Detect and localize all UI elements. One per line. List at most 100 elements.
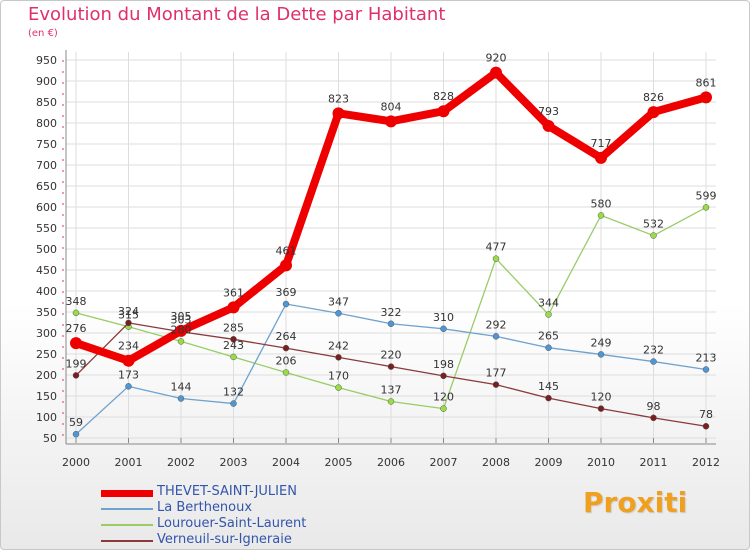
data-point-verneuil-sur-igneraie xyxy=(230,336,237,343)
legend-label-berthenoux: La Berthenoux xyxy=(157,500,253,515)
data-point-thevet-saint-julien xyxy=(385,115,397,128)
line-chart: 50 100 150 200 250 300 350 400 450 500 550 600 650 70… xyxy=(36,50,720,469)
legend-item-thevet[interactable]: THEVET-SAINT-JULIEN xyxy=(101,484,421,501)
data-label-la-berthenoux: 173 xyxy=(118,368,139,381)
data-label-la-berthenoux: 144 xyxy=(171,381,192,394)
data-point-la-berthenoux xyxy=(72,430,80,438)
legend-item-berthenoux[interactable]: La Berthenoux xyxy=(101,500,421,517)
data-point-verneuil-sur-igneraie xyxy=(597,405,605,412)
legend-label-verneuil: Verneuil-sur-Igneraie xyxy=(157,532,292,547)
data-point-verneuil-sur-igneraie xyxy=(387,363,395,370)
data-point-thevet-saint-julien xyxy=(122,354,135,367)
y-tick-label: 900 xyxy=(36,75,57,88)
data-label-lourouer-saint-laurent: 315 xyxy=(118,309,139,322)
data-label-la-berthenoux: 322 xyxy=(381,306,402,319)
data-point-la-berthenoux xyxy=(492,333,500,340)
data-label-verneuil-sur-igneraie: 78 xyxy=(699,408,713,421)
y-tick-label: 250 xyxy=(36,348,57,361)
data-point-lourouer-saint-laurent xyxy=(387,398,395,405)
data-label-lourouer-saint-laurent: 580 xyxy=(591,197,612,210)
data-label-thevet-saint-julien: 826 xyxy=(643,91,664,104)
data-point-thevet-saint-julien xyxy=(490,66,502,79)
data-point-la-berthenoux xyxy=(597,351,605,358)
data-label-la-berthenoux: 347 xyxy=(328,295,349,308)
data-point-la-berthenoux xyxy=(335,310,342,317)
data-label-lourouer-saint-laurent: 599 xyxy=(696,189,717,202)
data-label-verneuil-sur-igneraie: 120 xyxy=(591,391,612,404)
data-label-thevet-saint-julien: 861 xyxy=(696,76,717,89)
data-label-verneuil-sur-igneraie: 242 xyxy=(328,339,349,352)
x-tick-label: 2011 xyxy=(640,456,668,469)
data-point-thevet-saint-julien xyxy=(595,151,607,164)
data-point-lourouer-saint-laurent xyxy=(440,405,447,412)
chart-title: Evolution du Montant de la Dette par Hab… xyxy=(28,4,446,25)
data-label-la-berthenoux: 213 xyxy=(696,352,717,365)
data-point-la-berthenoux xyxy=(125,383,132,390)
x-tick-label: 2002 xyxy=(167,456,195,469)
data-point-lourouer-saint-laurent xyxy=(282,369,290,376)
data-label-verneuil-sur-igneraie: 264 xyxy=(276,330,297,343)
data-point-la-berthenoux xyxy=(650,358,657,365)
data-label-thevet-saint-julien: 361 xyxy=(223,286,244,299)
data-point-verneuil-sur-igneraie xyxy=(492,381,500,388)
data-label-verneuil-sur-igneraie: 303 xyxy=(171,314,192,327)
data-point-verneuil-sur-igneraie xyxy=(440,372,447,380)
x-tick-label: 2008 xyxy=(482,456,510,469)
data-point-lourouer-saint-laurent xyxy=(492,255,500,262)
data-point-la-berthenoux xyxy=(545,344,552,351)
data-label-la-berthenoux: 59 xyxy=(69,416,83,429)
data-label-verneuil-sur-igneraie: 98 xyxy=(647,400,661,413)
x-tick-label: 2001 xyxy=(115,456,143,469)
legend-swatch-berthenoux xyxy=(101,508,153,510)
data-labels: 348 315 280 243 206 170 137 120 477 344 580 532 599 5… xyxy=(66,52,717,430)
data-point-verneuil-sur-igneraie xyxy=(650,414,657,422)
data-label-verneuil-sur-igneraie: 177 xyxy=(486,367,507,380)
y-tick-label: 300 xyxy=(36,327,57,340)
data-label-verneuil-sur-igneraie: 198 xyxy=(433,358,454,371)
legend-item-lourouer[interactable]: Lourouer-Saint-Laurent xyxy=(101,516,421,533)
chart-subtitle: (en €) xyxy=(28,28,58,39)
data-label-lourouer-saint-laurent: 170 xyxy=(328,370,349,383)
y-tick-label: 200 xyxy=(36,369,57,382)
data-point-verneuil-sur-igneraie xyxy=(335,354,342,361)
x-tick-label: 2000 xyxy=(62,456,90,469)
data-label-lourouer-saint-laurent: 348 xyxy=(66,295,87,308)
y-tick-label: 150 xyxy=(36,390,57,403)
axes: 50 100 150 200 250 300 350 400 450 500 550 600 650 70… xyxy=(36,50,720,469)
data-point-la-berthenoux xyxy=(177,395,185,402)
x-tick-label: 2006 xyxy=(377,456,405,469)
x-tick-label: 2012 xyxy=(692,456,720,469)
data-label-lourouer-saint-laurent: 120 xyxy=(433,391,454,404)
data-point-lourouer-saint-laurent xyxy=(702,204,710,211)
legend-swatch-thevet xyxy=(101,490,153,497)
y-tick-label: 750 xyxy=(36,138,57,151)
data-label-thevet-saint-julien: 804 xyxy=(381,100,402,113)
y-tick-label: 800 xyxy=(36,117,57,130)
x-tick-label: 2004 xyxy=(272,456,300,469)
data-point-thevet-saint-julien xyxy=(542,119,555,132)
data-point-thevet-saint-julien xyxy=(700,91,712,104)
y-tick-label: 100 xyxy=(36,411,57,424)
data-label-thevet-saint-julien: 920 xyxy=(486,52,507,65)
proxiti-logo: Proxiti xyxy=(583,486,688,519)
data-point-verneuil-sur-igneraie xyxy=(72,372,80,379)
data-label-la-berthenoux: 249 xyxy=(591,336,612,349)
data-point-lourouer-saint-laurent xyxy=(545,311,552,318)
data-label-la-berthenoux: 132 xyxy=(223,386,244,399)
data-label-la-berthenoux: 369 xyxy=(276,286,297,299)
data-label-thevet-saint-julien: 828 xyxy=(433,90,454,103)
x-tick-label: 2005 xyxy=(325,456,353,469)
data-point-thevet-saint-julien xyxy=(332,107,345,120)
data-point-verneuil-sur-igneraie xyxy=(282,344,290,352)
legend-item-verneuil[interactable]: Verneuil-sur-Igneraie xyxy=(101,532,421,549)
y-tick-label: 650 xyxy=(36,180,57,193)
y-tick-label: 500 xyxy=(36,243,57,256)
data-point-thevet-saint-julien xyxy=(227,301,240,314)
x-tick-label: 2003 xyxy=(220,456,248,469)
data-label-la-berthenoux: 292 xyxy=(486,318,507,331)
x-tick-label: 2007 xyxy=(430,456,458,469)
data-point-thevet-saint-julien xyxy=(437,105,450,118)
data-label-verneuil-sur-igneraie: 145 xyxy=(538,380,559,393)
data-label-lourouer-saint-laurent: 137 xyxy=(381,383,402,396)
